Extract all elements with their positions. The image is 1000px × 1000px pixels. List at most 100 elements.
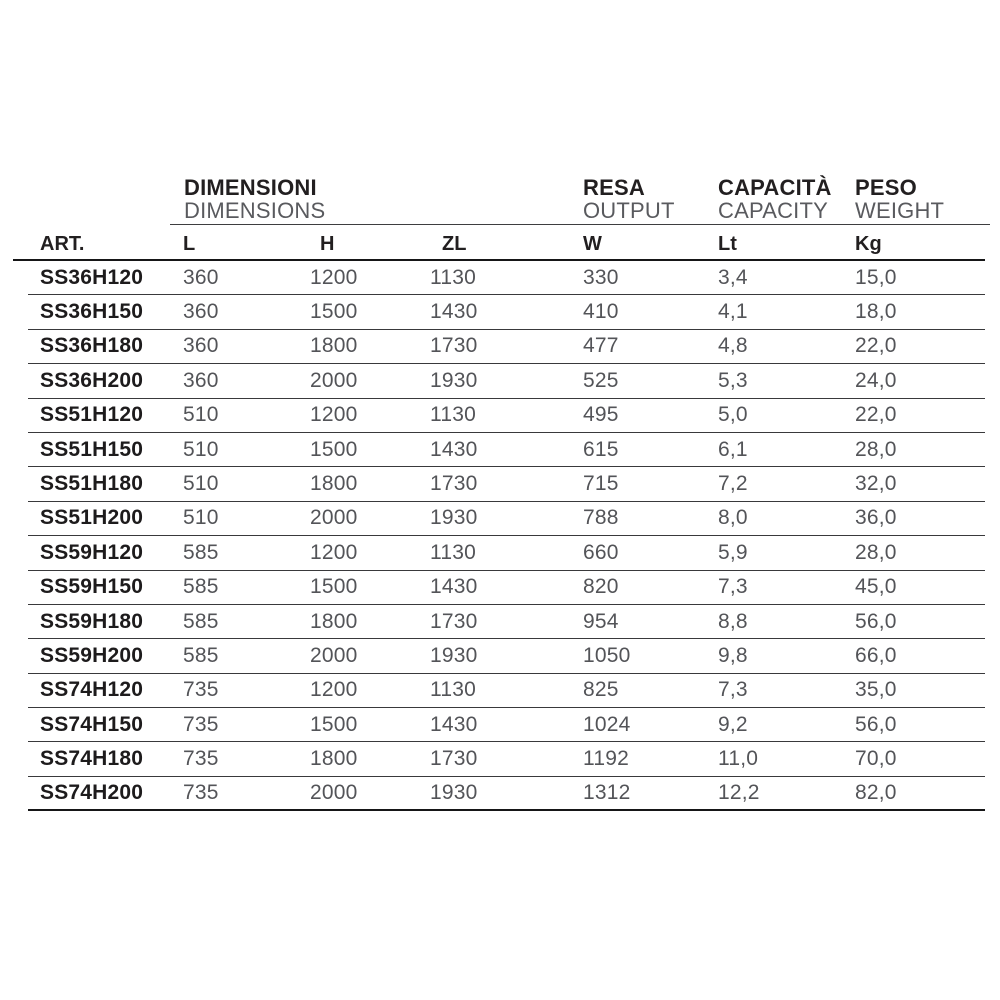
cell-height: 2000 [310, 643, 358, 667]
cell-output: 410 [583, 300, 619, 324]
cell-height: 1500 [310, 300, 358, 324]
cell-capacity: 9,2 [718, 712, 748, 736]
cell-height: 1200 [310, 265, 358, 289]
cell-zl: 1930 [430, 506, 478, 530]
cell-height: 1200 [310, 678, 358, 702]
cell-weight: 56,0 [855, 609, 897, 633]
table-row: SS36H120 360 1200 1130 330 3,4 15,0 [28, 261, 985, 296]
cell-height: 1500 [310, 575, 358, 599]
cell-capacity: 3,4 [718, 265, 748, 289]
cell-length: 360 [183, 334, 219, 358]
table-row: SS74H150 735 1500 1430 1024 9,2 56,0 [28, 708, 985, 743]
table-row: SS36H180 360 1800 1730 477 4,8 22,0 [28, 330, 985, 365]
cell-capacity: 4,1 [718, 300, 748, 324]
column-group-capacity: CAPACITÀ CAPACITY [718, 176, 832, 222]
cell-weight: 35,0 [855, 678, 897, 702]
table-row: SS74H180 735 1800 1730 1192 11,0 70,0 [28, 742, 985, 777]
cell-art: SS74H200 [40, 781, 144, 805]
cell-zl: 1430 [430, 300, 478, 324]
cell-output: 477 [583, 334, 619, 358]
cell-capacity: 5,3 [718, 368, 748, 392]
cell-height: 2000 [310, 506, 358, 530]
cell-zl: 1730 [430, 334, 478, 358]
table-row: SS59H180 585 1800 1730 954 8,8 56,0 [28, 605, 985, 640]
cell-zl: 1730 [430, 472, 478, 496]
cell-height: 1500 [310, 712, 358, 736]
cell-output: 330 [583, 265, 619, 289]
cell-length: 735 [183, 678, 219, 702]
table-row: SS51H150 510 1500 1430 615 6,1 28,0 [28, 433, 985, 468]
cell-capacity: 7,3 [718, 678, 748, 702]
column-header-w: W [583, 233, 602, 255]
column-header-lt: Lt [718, 233, 737, 255]
group-title: PESO [855, 175, 917, 200]
group-subtitle: CAPACITY [718, 198, 828, 223]
cell-height: 1800 [310, 472, 358, 496]
cell-zl: 1130 [430, 265, 476, 289]
cell-output: 615 [583, 437, 619, 461]
cell-height: 1800 [310, 747, 358, 771]
cell-art: SS36H150 [40, 300, 144, 324]
column-header-kg: Kg [855, 233, 882, 255]
cell-weight: 36,0 [855, 506, 897, 530]
group-title: CAPACITÀ [718, 175, 832, 200]
cell-capacity: 8,8 [718, 609, 748, 633]
cell-zl: 1430 [430, 712, 478, 736]
cell-capacity: 5,0 [718, 403, 748, 427]
cell-height: 2000 [310, 368, 358, 392]
cell-height: 1800 [310, 609, 358, 633]
cell-zl: 1730 [430, 747, 478, 771]
cell-weight: 45,0 [855, 575, 897, 599]
cell-zl: 1130 [430, 678, 476, 702]
cell-zl: 1130 [430, 403, 476, 427]
cell-weight: 70,0 [855, 747, 897, 771]
table-row: SS36H150 360 1500 1430 410 4,1 18,0 [28, 295, 985, 330]
group-title: RESA [583, 175, 645, 200]
cell-length: 510 [183, 403, 219, 427]
column-group-dimensions: DIMENSIONI DIMENSIONS [184, 176, 325, 222]
table-row: SS59H120 585 1200 1130 660 5,9 28,0 [28, 536, 985, 571]
cell-length: 585 [183, 609, 219, 633]
cell-art: SS74H180 [40, 747, 144, 771]
cell-length: 585 [183, 540, 219, 564]
cell-length: 735 [183, 747, 219, 771]
cell-capacity: 12,2 [718, 781, 760, 805]
cell-art: SS59H150 [40, 575, 144, 599]
table-row: SS51H180 510 1800 1730 715 7,2 32,0 [28, 467, 985, 502]
cell-art: SS51H120 [40, 403, 144, 427]
table-row: SS59H150 585 1500 1430 820 7,3 45,0 [28, 571, 985, 605]
cell-output: 1024 [583, 712, 631, 736]
cell-output: 1050 [583, 643, 631, 667]
cell-output: 1312 [583, 781, 631, 805]
cell-weight: 24,0 [855, 368, 897, 392]
cell-weight: 28,0 [855, 437, 897, 461]
cell-height: 1500 [310, 437, 358, 461]
cell-length: 585 [183, 643, 219, 667]
cell-zl: 1430 [430, 575, 478, 599]
table-row: SS51H200 510 2000 1930 788 8,0 36,0 [28, 502, 985, 537]
cell-weight: 15,0 [855, 265, 897, 289]
cell-weight: 56,0 [855, 712, 897, 736]
cell-length: 735 [183, 781, 219, 805]
cell-zl: 1130 [430, 540, 476, 564]
cell-height: 1200 [310, 540, 358, 564]
cell-weight: 32,0 [855, 472, 897, 496]
cell-weight: 82,0 [855, 781, 897, 805]
cell-length: 510 [183, 437, 219, 461]
cell-weight: 28,0 [855, 540, 897, 564]
cell-art: SS51H200 [40, 506, 144, 530]
cell-art: SS36H200 [40, 368, 144, 392]
cell-length: 360 [183, 300, 219, 324]
cell-art: SS59H180 [40, 609, 144, 633]
cell-length: 735 [183, 712, 219, 736]
cell-length: 360 [183, 265, 219, 289]
cell-output: 715 [583, 472, 619, 496]
cell-weight: 66,0 [855, 643, 897, 667]
cell-art: SS74H120 [40, 678, 144, 702]
table-row: SS51H120 510 1200 1130 495 5,0 22,0 [28, 399, 985, 433]
cell-zl: 1730 [430, 609, 478, 633]
cell-capacity: 5,9 [718, 540, 748, 564]
cell-capacity: 6,1 [718, 437, 748, 461]
cell-length: 585 [183, 575, 219, 599]
cell-length: 360 [183, 368, 219, 392]
